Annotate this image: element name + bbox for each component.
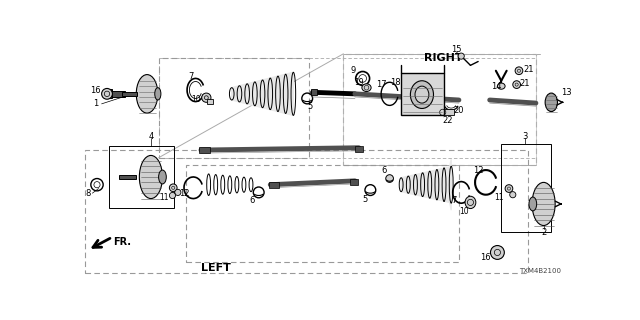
Ellipse shape [155,88,161,100]
Text: 2: 2 [541,228,547,237]
Text: 18: 18 [390,78,401,87]
Text: 1: 1 [93,99,98,108]
Text: 16: 16 [480,252,490,261]
Text: 20: 20 [454,106,464,115]
Polygon shape [232,72,293,116]
Ellipse shape [532,182,555,226]
Bar [200,147,210,153]
Bar [501,144,551,232]
Text: 22: 22 [442,116,452,124]
Ellipse shape [410,81,433,108]
Circle shape [515,67,523,75]
Circle shape [509,192,516,198]
Text: 19: 19 [354,78,364,87]
Bar [118,175,136,179]
Polygon shape [401,159,451,210]
Text: 6: 6 [250,196,255,205]
Text: 13: 13 [561,88,572,97]
Text: 5: 5 [362,195,367,204]
Text: 6: 6 [381,166,387,175]
Ellipse shape [545,93,557,112]
Circle shape [505,185,513,192]
Bar [207,99,213,104]
Circle shape [386,175,394,182]
Ellipse shape [465,196,476,209]
Bar [344,54,536,165]
Bar [350,179,358,186]
Bar [269,182,280,188]
Bar [86,150,528,273]
Text: 11: 11 [494,193,504,202]
Text: 15: 15 [451,45,462,54]
Text: 21: 21 [520,79,531,88]
Bar [355,146,363,152]
Ellipse shape [362,84,371,92]
Bar [186,165,459,262]
Text: 21: 21 [523,65,534,74]
Bar [122,92,137,96]
Bar [159,58,308,158]
Ellipse shape [159,170,166,184]
Ellipse shape [136,75,158,113]
Ellipse shape [497,83,505,89]
Ellipse shape [529,197,537,211]
Circle shape [170,184,177,192]
Text: RIGHT: RIGHT [424,53,463,63]
Circle shape [175,189,181,196]
Bar [111,91,125,97]
Ellipse shape [140,156,163,198]
Text: LEFT: LEFT [202,263,231,273]
Circle shape [202,93,211,102]
Text: 17: 17 [376,80,387,89]
Circle shape [458,53,464,59]
Bar [444,109,454,116]
Bar [311,89,317,95]
Text: 10: 10 [460,207,469,216]
Text: 7: 7 [451,196,456,205]
Bar [401,73,444,116]
Circle shape [513,81,520,88]
Text: 3: 3 [522,132,528,141]
Text: 9: 9 [351,66,356,75]
Text: 5: 5 [307,102,312,111]
Text: 4: 4 [148,132,154,141]
Text: 12: 12 [473,166,483,175]
Text: FR.: FR. [113,237,131,247]
Text: 8: 8 [85,189,90,198]
Bar [108,89,113,99]
Text: TXM4B2100: TXM4B2100 [519,268,561,274]
Text: 12: 12 [179,189,189,198]
Text: 16: 16 [90,86,100,95]
Text: 7: 7 [188,72,194,81]
Text: 14: 14 [491,82,501,91]
Text: 10: 10 [191,95,200,105]
Ellipse shape [415,86,429,103]
Circle shape [102,88,113,99]
Bar [109,146,174,208]
Circle shape [490,245,504,260]
Text: 11: 11 [159,193,169,202]
Circle shape [170,192,175,198]
